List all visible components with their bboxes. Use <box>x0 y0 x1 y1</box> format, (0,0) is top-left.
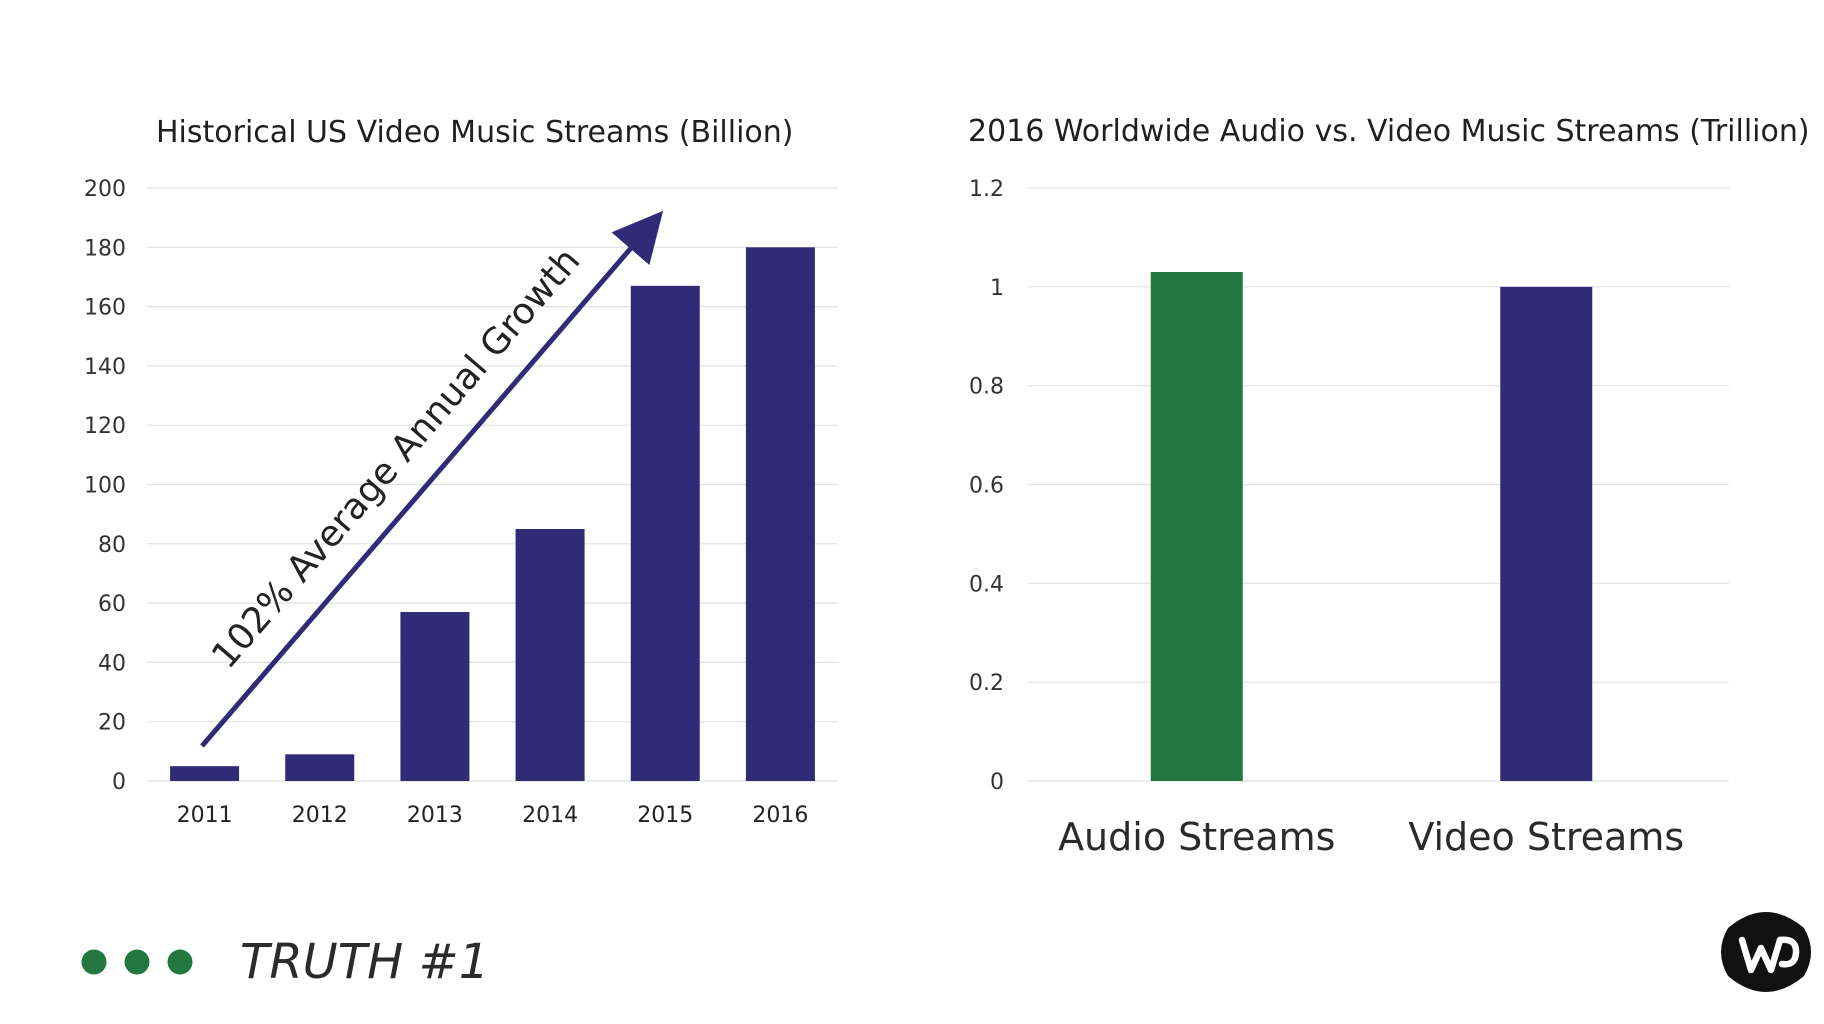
x-tick-label: Audio Streams <box>1058 815 1335 859</box>
x-tick-label: Video Streams <box>1408 815 1684 859</box>
x-tick-label: 2011 <box>177 803 233 828</box>
y-tick-label: 20 <box>98 711 126 736</box>
bar-2013 <box>400 611 470 781</box>
bar-2015 <box>630 285 700 781</box>
left-bars <box>170 247 815 782</box>
y-tick-label: 200 <box>84 177 126 202</box>
y-tick-label: 1 <box>990 276 1004 301</box>
x-tick-label: 2015 <box>637 803 693 828</box>
y-tick-label: 80 <box>98 533 126 558</box>
y-tick-label: 0 <box>112 770 126 795</box>
y-tick-label: 40 <box>98 651 126 676</box>
y-tick-label: 60 <box>98 592 126 617</box>
y-tick-label: 0.4 <box>969 572 1004 597</box>
footer-dot-icon <box>167 949 193 975</box>
y-tick-label: 1.2 <box>969 177 1004 202</box>
chart-title-left: Historical US Video Music Streams (Billi… <box>156 115 794 150</box>
chart-historical-us-video-streams: Historical US Video Music Streams (Billi… <box>84 115 838 828</box>
y-tick-label: 0.2 <box>969 671 1004 696</box>
x-tick-label: 2016 <box>752 803 808 828</box>
y-tick-label: 160 <box>84 296 126 321</box>
x-tick-label: 2013 <box>407 803 463 828</box>
y-tick-label: 0.8 <box>969 375 1004 400</box>
footer-truth-label: TRUTH #1 <box>240 934 489 990</box>
footer-dots <box>81 949 193 975</box>
left-x-axis: 2011 2012 2013 2014 2015 2016 <box>177 803 809 828</box>
footer: TRUTH #1 <box>81 934 489 990</box>
y-tick-label: 0.6 <box>969 474 1004 499</box>
right-y-axis: 0 0.2 0.4 0.6 0.8 1 1.2 <box>969 177 1004 795</box>
bar-2014 <box>515 528 585 781</box>
bar-2011 <box>170 766 240 781</box>
growth-arrow <box>200 210 664 748</box>
x-tick-label: 2012 <box>292 803 348 828</box>
bar-2016 <box>745 247 815 782</box>
bar-audio-streams <box>1150 272 1243 781</box>
y-tick-label: 180 <box>84 236 126 261</box>
bar-2012 <box>285 754 355 781</box>
y-tick-label: 140 <box>84 355 126 380</box>
y-tick-label: 100 <box>84 474 126 499</box>
right-gridlines <box>1028 187 1729 782</box>
warner-music-logo-icon <box>1721 912 1811 992</box>
right-bars <box>1150 272 1593 781</box>
left-y-axis: 0 20 40 60 80 100 120 140 160 180 200 <box>84 177 126 795</box>
y-tick-label: 0 <box>990 770 1004 795</box>
y-tick-label: 120 <box>84 414 126 439</box>
chart-title-right: 2016 Worldwide Audio vs. Video Music Str… <box>968 114 1810 149</box>
right-x-axis: Audio Streams Video Streams <box>1058 815 1684 859</box>
x-tick-label: 2014 <box>522 803 578 828</box>
footer-dot-icon <box>124 949 150 975</box>
chart-worldwide-audio-vs-video: 2016 Worldwide Audio vs. Video Music Str… <box>968 114 1810 859</box>
bar-video-streams <box>1500 286 1593 781</box>
footer-dot-icon <box>81 949 107 975</box>
left-gridlines <box>147 187 838 782</box>
